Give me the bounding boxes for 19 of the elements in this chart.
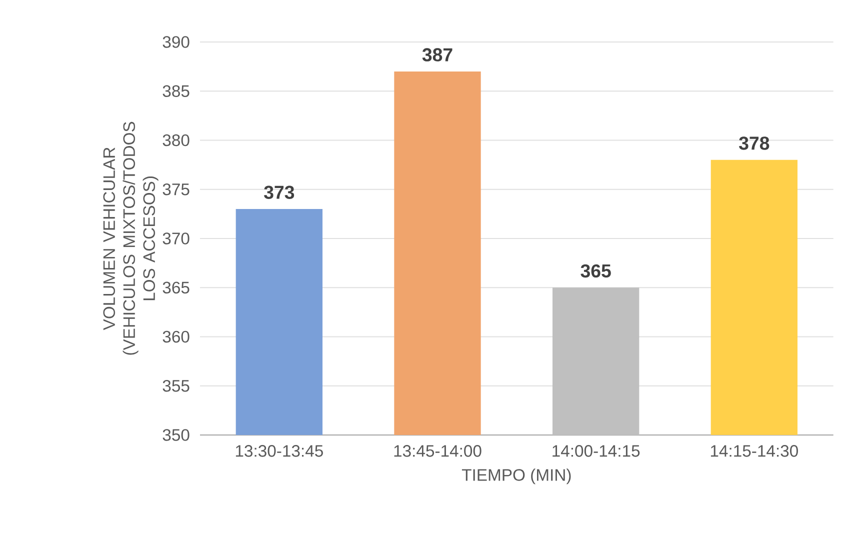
x-tick-label: 14:15-14:30 [710, 445, 798, 457]
y-tick-label: 385 [162, 85, 190, 98]
y-tick-label: 360 [162, 330, 190, 343]
y-tick-label: 375 [162, 183, 190, 196]
y-tick-label: 390 [162, 36, 190, 48]
data-label: 387 [422, 48, 452, 62]
x-axis-title: TIEMPO (MIN) [462, 468, 571, 484]
x-tick-label: 14:00-14:15 [552, 445, 640, 457]
x-tick-label: 13:45-14:00 [394, 445, 482, 457]
data-label: 378 [739, 136, 770, 150]
y-axis-title: VOLUMEN VEHICULAR (VEHICULOS MIXTOS/TODOS LOS ACCESOS) [103, 122, 158, 355]
data-label: 365 [580, 264, 611, 278]
y-tick-label: 380 [162, 134, 190, 146]
data-label: 373 [264, 186, 294, 199]
y-tick-label: 355 [162, 380, 190, 392]
y-tick-label: 365 [162, 282, 190, 294]
y-tick-label: 350 [162, 429, 190, 441]
x-tick-label: 13:30-13:45 [236, 445, 323, 457]
y-tick-label: 370 [162, 232, 190, 244]
